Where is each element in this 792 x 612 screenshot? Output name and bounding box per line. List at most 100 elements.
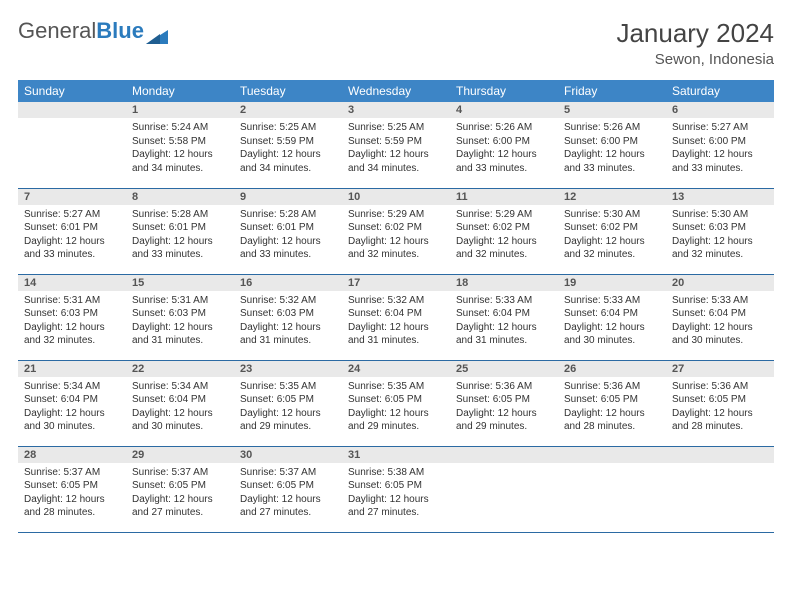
day-number: 23 [234,361,342,377]
header: GeneralBlue January 2024 Sewon, Indonesi… [18,18,774,68]
day-info: Sunrise: 5:34 AMSunset: 6:04 PMDaylight:… [18,377,126,438]
day-number: 17 [342,275,450,291]
brand-sail-icon [146,24,168,38]
brand-part1: General [18,18,96,44]
day-info: Sunrise: 5:27 AMSunset: 6:00 PMDaylight:… [666,118,774,179]
day-info: Sunrise: 5:30 AMSunset: 6:02 PMDaylight:… [558,205,666,266]
weekday-header: Thursday [450,80,558,102]
day-info: Sunrise: 5:30 AMSunset: 6:03 PMDaylight:… [666,205,774,266]
day-info: Sunrise: 5:32 AMSunset: 6:03 PMDaylight:… [234,291,342,352]
calendar-day-cell: 31Sunrise: 5:38 AMSunset: 6:05 PMDayligh… [342,446,450,532]
calendar-week-row: 7Sunrise: 5:27 AMSunset: 6:01 PMDaylight… [18,188,774,274]
day-number: 10 [342,189,450,205]
day-number: 19 [558,275,666,291]
day-number: 21 [18,361,126,377]
calendar-day-cell: 18Sunrise: 5:33 AMSunset: 6:04 PMDayligh… [450,274,558,360]
calendar-day-cell: 16Sunrise: 5:32 AMSunset: 6:03 PMDayligh… [234,274,342,360]
calendar-day-cell: 4Sunrise: 5:26 AMSunset: 6:00 PMDaylight… [450,102,558,188]
day-info: Sunrise: 5:35 AMSunset: 6:05 PMDaylight:… [234,377,342,438]
day-info: Sunrise: 5:31 AMSunset: 6:03 PMDaylight:… [126,291,234,352]
day-number: 6 [666,102,774,118]
calendar-week-row: 1Sunrise: 5:24 AMSunset: 5:58 PMDaylight… [18,102,774,188]
title-block: January 2024 Sewon, Indonesia [616,18,774,68]
calendar-day-cell: 29Sunrise: 5:37 AMSunset: 6:05 PMDayligh… [126,446,234,532]
day-number: 11 [450,189,558,205]
calendar-day-cell: 12Sunrise: 5:30 AMSunset: 6:02 PMDayligh… [558,188,666,274]
brand-part2: Blue [96,18,144,44]
day-info: Sunrise: 5:34 AMSunset: 6:04 PMDaylight:… [126,377,234,438]
calendar-week-row: 21Sunrise: 5:34 AMSunset: 6:04 PMDayligh… [18,360,774,446]
calendar-day-cell: 25Sunrise: 5:36 AMSunset: 6:05 PMDayligh… [450,360,558,446]
day-number: 31 [342,447,450,463]
day-number: 14 [18,275,126,291]
day-info: Sunrise: 5:28 AMSunset: 6:01 PMDaylight:… [126,205,234,266]
day-number: 2 [234,102,342,118]
calendar-day-cell: 15Sunrise: 5:31 AMSunset: 6:03 PMDayligh… [126,274,234,360]
day-info: Sunrise: 5:37 AMSunset: 6:05 PMDaylight:… [18,463,126,524]
calendar-day-cell: 28Sunrise: 5:37 AMSunset: 6:05 PMDayligh… [18,446,126,532]
day-number: 16 [234,275,342,291]
calendar-empty-cell [450,446,558,532]
calendar-day-cell: 20Sunrise: 5:33 AMSunset: 6:04 PMDayligh… [666,274,774,360]
day-number: 25 [450,361,558,377]
calendar-day-cell: 23Sunrise: 5:35 AMSunset: 6:05 PMDayligh… [234,360,342,446]
calendar-body: 1Sunrise: 5:24 AMSunset: 5:58 PMDaylight… [18,102,774,532]
day-info: Sunrise: 5:29 AMSunset: 6:02 PMDaylight:… [450,205,558,266]
day-info: Sunrise: 5:31 AMSunset: 6:03 PMDaylight:… [18,291,126,352]
day-number: 4 [450,102,558,118]
day-number: 29 [126,447,234,463]
calendar-day-cell: 14Sunrise: 5:31 AMSunset: 6:03 PMDayligh… [18,274,126,360]
day-info: Sunrise: 5:24 AMSunset: 5:58 PMDaylight:… [126,118,234,179]
calendar-empty-cell [18,102,126,188]
calendar-day-cell: 1Sunrise: 5:24 AMSunset: 5:58 PMDaylight… [126,102,234,188]
month-title: January 2024 [616,18,774,49]
day-number: 13 [666,189,774,205]
calendar-day-cell: 30Sunrise: 5:37 AMSunset: 6:05 PMDayligh… [234,446,342,532]
day-info: Sunrise: 5:33 AMSunset: 6:04 PMDaylight:… [450,291,558,352]
calendar-day-cell: 13Sunrise: 5:30 AMSunset: 6:03 PMDayligh… [666,188,774,274]
calendar-day-cell: 9Sunrise: 5:28 AMSunset: 6:01 PMDaylight… [234,188,342,274]
calendar-header-row: SundayMondayTuesdayWednesdayThursdayFrid… [18,80,774,102]
day-info: Sunrise: 5:36 AMSunset: 6:05 PMDaylight:… [666,377,774,438]
day-number: 24 [342,361,450,377]
day-info: Sunrise: 5:26 AMSunset: 6:00 PMDaylight:… [450,118,558,179]
day-number: 30 [234,447,342,463]
day-info: Sunrise: 5:29 AMSunset: 6:02 PMDaylight:… [342,205,450,266]
calendar-empty-cell [666,446,774,532]
calendar-day-cell: 2Sunrise: 5:25 AMSunset: 5:59 PMDaylight… [234,102,342,188]
location-label: Sewon, Indonesia [616,51,774,68]
day-info: Sunrise: 5:36 AMSunset: 6:05 PMDaylight:… [558,377,666,438]
calendar-day-cell: 8Sunrise: 5:28 AMSunset: 6:01 PMDaylight… [126,188,234,274]
day-info: Sunrise: 5:35 AMSunset: 6:05 PMDaylight:… [342,377,450,438]
day-number: 1 [126,102,234,118]
day-info: Sunrise: 5:36 AMSunset: 6:05 PMDaylight:… [450,377,558,438]
day-number: 5 [558,102,666,118]
day-info: Sunrise: 5:25 AMSunset: 5:59 PMDaylight:… [234,118,342,179]
day-info: Sunrise: 5:28 AMSunset: 6:01 PMDaylight:… [234,205,342,266]
calendar-week-row: 28Sunrise: 5:37 AMSunset: 6:05 PMDayligh… [18,446,774,532]
day-info: Sunrise: 5:26 AMSunset: 6:00 PMDaylight:… [558,118,666,179]
day-number [666,447,774,463]
weekday-header: Monday [126,80,234,102]
weekday-header: Tuesday [234,80,342,102]
calendar-day-cell: 26Sunrise: 5:36 AMSunset: 6:05 PMDayligh… [558,360,666,446]
calendar-week-row: 14Sunrise: 5:31 AMSunset: 6:03 PMDayligh… [18,274,774,360]
day-number: 28 [18,447,126,463]
day-number [18,102,126,118]
weekday-header: Saturday [666,80,774,102]
day-number: 15 [126,275,234,291]
day-info: Sunrise: 5:38 AMSunset: 6:05 PMDaylight:… [342,463,450,524]
brand-logo: GeneralBlue [18,18,168,44]
day-info: Sunrise: 5:32 AMSunset: 6:04 PMDaylight:… [342,291,450,352]
day-info: Sunrise: 5:33 AMSunset: 6:04 PMDaylight:… [666,291,774,352]
calendar-day-cell: 19Sunrise: 5:33 AMSunset: 6:04 PMDayligh… [558,274,666,360]
calendar-table: SundayMondayTuesdayWednesdayThursdayFrid… [18,80,774,533]
day-number [558,447,666,463]
calendar-empty-cell [558,446,666,532]
calendar-day-cell: 7Sunrise: 5:27 AMSunset: 6:01 PMDaylight… [18,188,126,274]
day-number: 22 [126,361,234,377]
day-number: 7 [18,189,126,205]
day-number: 26 [558,361,666,377]
day-number: 20 [666,275,774,291]
weekday-header: Friday [558,80,666,102]
